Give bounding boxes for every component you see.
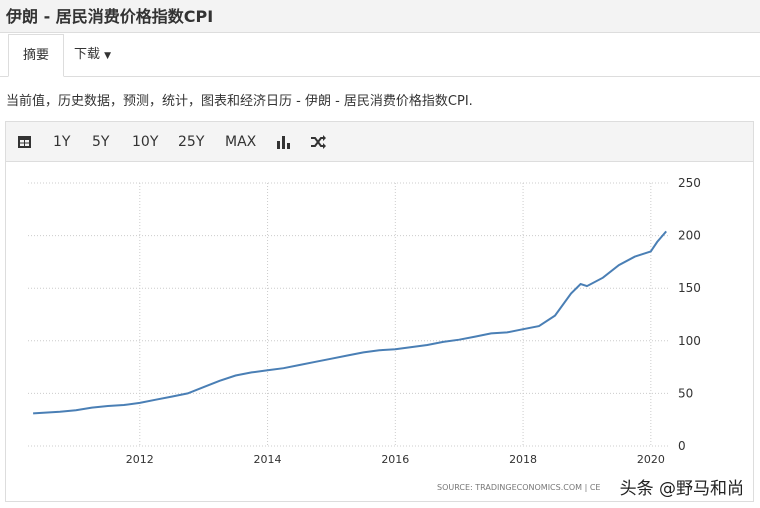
tab-label: 下载	[74, 47, 101, 62]
x-tick-label: 2012	[126, 453, 154, 466]
range-button[interactable]: 10Y	[132, 134, 159, 150]
toolbar: 1Y 5Y 10Y 25Y MAX	[5, 121, 754, 162]
y-tick-label: 0	[678, 439, 686, 453]
shuffle-icon[interactable]	[310, 135, 326, 149]
page-title: 伊朗 - 居民消费价格指数CPI	[0, 0, 760, 33]
x-tick-label: 2014	[254, 453, 282, 466]
range-button[interactable]: 1Y	[53, 134, 71, 150]
data-line	[33, 230, 667, 415]
chart-container	[5, 162, 754, 502]
tab[interactable]: 摘要	[8, 34, 65, 77]
range-button[interactable]: 5Y	[92, 134, 110, 150]
y-tick-label: 250	[678, 176, 701, 190]
range-button[interactable]: MAX	[225, 134, 257, 150]
x-tick-label: 2016	[381, 453, 409, 466]
tab[interactable]: 下载 ▼	[60, 34, 125, 76]
source: SOURCE: TRADINGECONOMICS.COM | CE	[437, 483, 600, 492]
y-tick-label: 100	[678, 334, 701, 348]
tab-bar: 摘要 下载 ▼	[0, 34, 760, 77]
dropdown-caret: ▼	[104, 51, 112, 61]
y-tick-label: 50	[678, 386, 693, 400]
x-tick-label: 2020	[637, 453, 665, 466]
y-tick-label: 150	[678, 281, 701, 295]
y-tick-label: 200	[678, 229, 701, 243]
calendar-icon[interactable]	[17, 134, 32, 149]
x-tick-label: 2018	[509, 453, 537, 466]
range-button[interactable]: 25Y	[178, 134, 205, 150]
bar-chart-icon[interactable]	[276, 135, 291, 149]
watermark: 头条 @野马和尚	[615, 474, 748, 499]
description: 当前值，历史数据，预测，统计，图表和经济日历 - 伊朗 - 居民消费价格指数CP…	[6, 94, 473, 109]
